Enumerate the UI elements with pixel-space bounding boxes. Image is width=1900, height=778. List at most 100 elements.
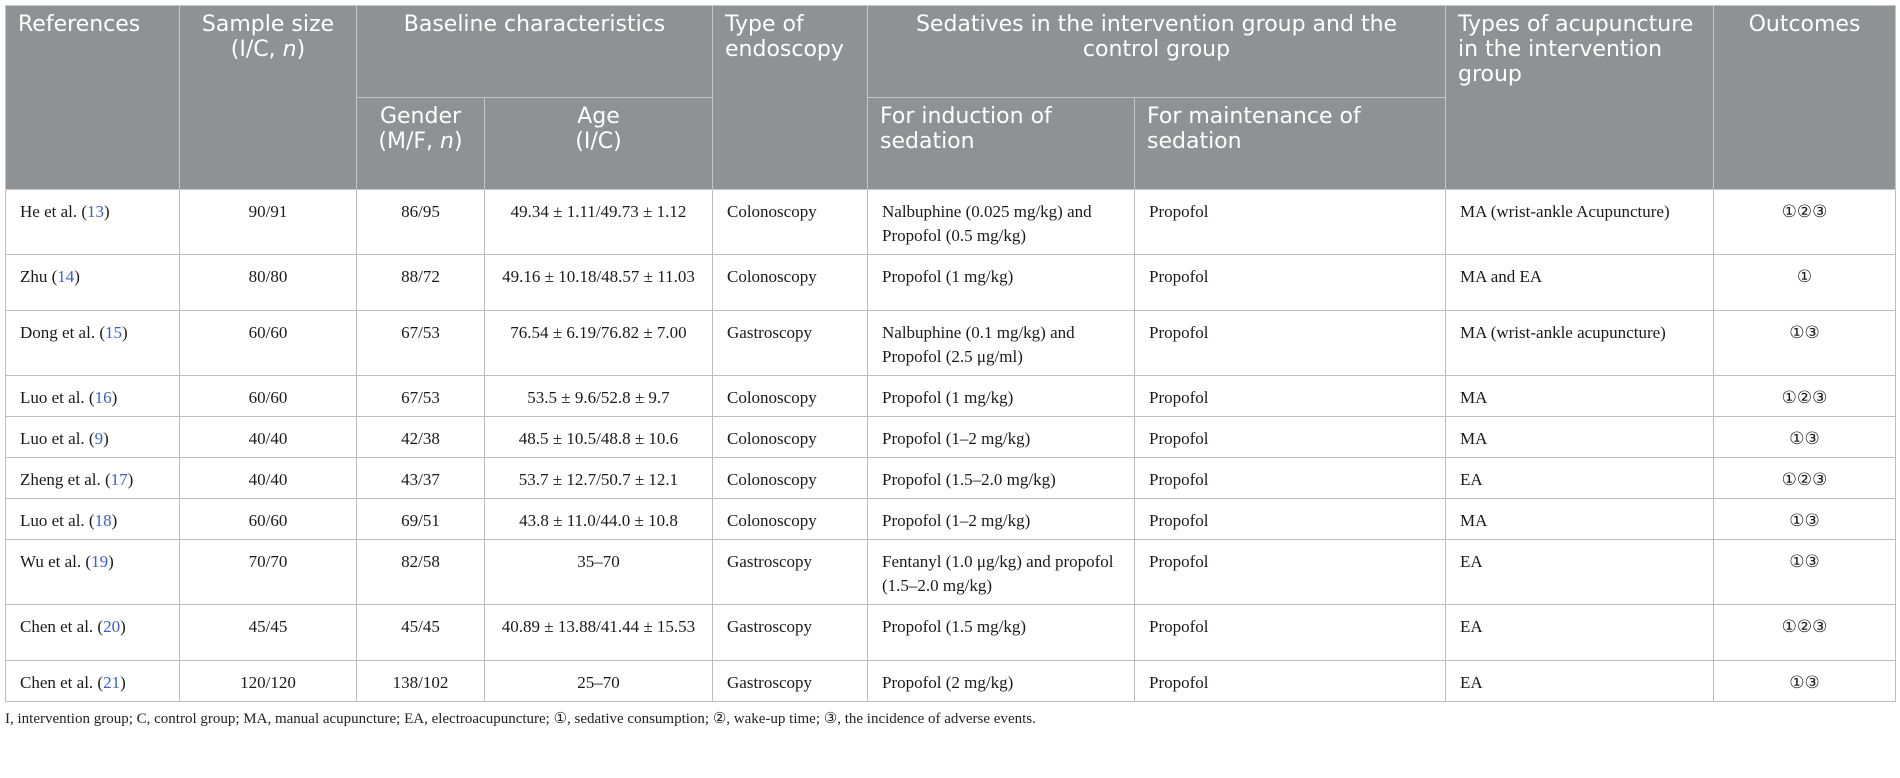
cell-sample-size: 40/40 <box>179 457 357 499</box>
cell-age: 25–70 <box>484 660 713 702</box>
header-sedatives: Sedatives in the intervention group and … <box>867 5 1446 98</box>
table-header: References Sample size (I/C, n) Baseline … <box>5 5 1896 190</box>
table-row: Luo et al. (18) 60/60 69/51 43.8 ± 11.0/44.… <box>5 498 1896 540</box>
cell-gender: 138/102 <box>356 660 485 702</box>
cell-gender: 67/53 <box>356 310 485 376</box>
cell-age: 35–70 <box>484 539 713 605</box>
table-row: Chen et al. (21) 120/120 138/102 25–70 Gastr… <box>5 660 1896 702</box>
cell-reference: Luo et al. (16) <box>5 375 180 417</box>
reference-link[interactable]: 15 <box>104 323 122 342</box>
table-row: He et al. (13) 90/91 86/95 49.34 ± 1.11/49.… <box>5 189 1896 255</box>
cell-induction: Nalbuphine (0.025 mg/kg) and Propofol (0… <box>867 189 1135 255</box>
cell-age: 76.54 ± 6.19/76.82 ± 7.00 <box>484 310 713 376</box>
cell-maintenance: Propofol <box>1134 604 1446 661</box>
cell-maintenance: Propofol <box>1134 416 1446 458</box>
cell-induction: Propofol (1.5–2.0 mg/kg) <box>867 457 1135 499</box>
table-container: References Sample size (I/C, n) Baseline … <box>5 5 1896 729</box>
cell-endoscopy: Colonoscopy <box>712 254 868 311</box>
cell-gender: 86/95 <box>356 189 485 255</box>
header-sample-size: Sample size (I/C, n) <box>179 5 357 190</box>
cell-gender: 67/53 <box>356 375 485 417</box>
cell-gender: 82/58 <box>356 539 485 605</box>
cell-age: 40.89 ± 13.88/41.44 ± 15.53 <box>484 604 713 661</box>
cell-outcomes: ①③ <box>1713 416 1896 458</box>
cell-outcomes: ①②③ <box>1713 375 1896 417</box>
reference-link[interactable]: 13 <box>87 202 105 221</box>
cell-acupuncture: MA and EA <box>1445 254 1714 311</box>
header-gender: Gender (M/F, n) <box>356 97 485 190</box>
reference-link[interactable]: 18 <box>94 511 112 530</box>
cell-outcomes: ① <box>1713 254 1896 311</box>
cell-age: 49.34 ± 1.11/49.73 ± 1.12 <box>484 189 713 255</box>
reference-link[interactable]: 20 <box>103 617 121 636</box>
cell-sample-size: 60/60 <box>179 498 357 540</box>
cell-reference: He et al. (13) <box>5 189 180 255</box>
table-row: Wu et al. (19) 70/70 82/58 35–70 Gastroscopy… <box>5 539 1896 605</box>
cell-maintenance: Propofol <box>1134 254 1446 311</box>
header-baseline: Baseline characteristics <box>356 5 713 98</box>
reference-link[interactable]: 19 <box>91 552 109 571</box>
cell-induction: Fentanyl (1.0 μg/kg) and propofol (1.5–2… <box>867 539 1135 605</box>
cell-maintenance: Propofol <box>1134 457 1446 499</box>
reference-link[interactable]: 21 <box>103 673 121 692</box>
cell-acupuncture: MA (wrist-ankle acupuncture) <box>1445 310 1714 376</box>
cell-acupuncture: MA <box>1445 498 1714 540</box>
studies-table: References Sample size (I/C, n) Baseline … <box>5 5 1896 702</box>
cell-reference: Wu et al. (19) <box>5 539 180 605</box>
cell-sample-size: 45/45 <box>179 604 357 661</box>
cell-outcomes: ①③ <box>1713 660 1896 702</box>
cell-outcomes: ①③ <box>1713 498 1896 540</box>
cell-gender: 69/51 <box>356 498 485 540</box>
cell-induction: Propofol (1 mg/kg) <box>867 375 1135 417</box>
cell-maintenance: Propofol <box>1134 189 1446 255</box>
cell-endoscopy: Gastroscopy <box>712 310 868 376</box>
cell-gender: 88/72 <box>356 254 485 311</box>
cell-sample-size: 70/70 <box>179 539 357 605</box>
reference-link[interactable]: 16 <box>94 388 112 407</box>
cell-age: 43.8 ± 11.0/44.0 ± 10.8 <box>484 498 713 540</box>
cell-maintenance: Propofol <box>1134 375 1446 417</box>
header-maintenance: For maintenance of sedation <box>1134 97 1446 190</box>
cell-acupuncture: MA <box>1445 416 1714 458</box>
cell-acupuncture: EA <box>1445 604 1714 661</box>
cell-endoscopy: Colonoscopy <box>712 498 868 540</box>
cell-age: 49.16 ± 10.18/48.57 ± 11.03 <box>484 254 713 311</box>
cell-outcomes: ①②③ <box>1713 604 1896 661</box>
cell-acupuncture: MA <box>1445 375 1714 417</box>
cell-acupuncture: EA <box>1445 457 1714 499</box>
header-age: Age (I/C) <box>484 97 713 190</box>
cell-reference: Dong et al. (15) <box>5 310 180 376</box>
cell-induction: Propofol (1–2 mg/kg) <box>867 498 1135 540</box>
cell-age: 53.7 ± 12.7/50.7 ± 12.1 <box>484 457 713 499</box>
cell-endoscopy: Gastroscopy <box>712 604 868 661</box>
cell-endoscopy: Gastroscopy <box>712 539 868 605</box>
cell-endoscopy: Colonoscopy <box>712 457 868 499</box>
cell-outcomes: ①③ <box>1713 310 1896 376</box>
cell-maintenance: Propofol <box>1134 498 1446 540</box>
cell-induction: Propofol (1 mg/kg) <box>867 254 1135 311</box>
cell-outcomes: ①②③ <box>1713 189 1896 255</box>
cell-induction: Propofol (1.5 mg/kg) <box>867 604 1135 661</box>
table-body: He et al. (13) 90/91 86/95 49.34 ± 1.11/49.… <box>5 189 1896 702</box>
cell-endoscopy: Gastroscopy <box>712 660 868 702</box>
cell-outcomes: ①③ <box>1713 539 1896 605</box>
cell-acupuncture: MA (wrist-ankle Acupuncture) <box>1445 189 1714 255</box>
cell-endoscopy: Colonoscopy <box>712 189 868 255</box>
reference-link[interactable]: 9 <box>94 429 104 448</box>
cell-sample-size: 90/91 <box>179 189 357 255</box>
cell-endoscopy: Colonoscopy <box>712 375 868 417</box>
cell-reference: Chen et al. (20) <box>5 604 180 661</box>
cell-age: 48.5 ± 10.5/48.8 ± 10.6 <box>484 416 713 458</box>
table-row: Zhu (14) 80/80 88/72 49.16 ± 10.18/48.57 ± … <box>5 254 1896 311</box>
cell-reference: Chen et al. (21) <box>5 660 180 702</box>
cell-sample-size: 120/120 <box>179 660 357 702</box>
reference-link[interactable]: 17 <box>110 470 128 489</box>
header-acupuncture: Types of acupuncture in the intervention… <box>1445 5 1714 190</box>
cell-induction: Propofol (2 mg/kg) <box>867 660 1135 702</box>
cell-reference: Zhu (14) <box>5 254 180 311</box>
cell-induction: Propofol (1–2 mg/kg) <box>867 416 1135 458</box>
cell-reference: Zheng et al. (17) <box>5 457 180 499</box>
cell-sample-size: 60/60 <box>179 375 357 417</box>
cell-gender: 45/45 <box>356 604 485 661</box>
reference-link[interactable]: 14 <box>57 267 75 286</box>
